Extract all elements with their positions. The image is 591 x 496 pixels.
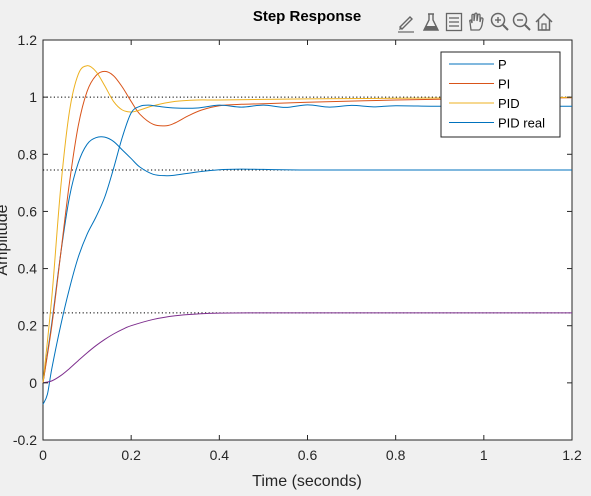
- y-tick-label: 0: [29, 375, 37, 391]
- legend-entry-label: P: [498, 57, 507, 72]
- x-tick-label: 1: [480, 447, 488, 463]
- series-line-unnamed-4: [42, 312, 572, 384]
- y-tick-label: 1: [29, 89, 37, 105]
- chart-title: Step Response: [253, 8, 361, 25]
- y-tick-label: 0.8: [18, 146, 38, 162]
- legend-icon[interactable]: [445, 12, 463, 32]
- zoom-out-icon[interactable]: [512, 12, 531, 31]
- zoom-in-icon[interactable]: [490, 12, 509, 31]
- y-tick-label: -0.2: [13, 432, 37, 448]
- x-tick-label: 0.2: [121, 447, 141, 463]
- series-line-p: [42, 136, 572, 383]
- series-line-pid-real: [42, 104, 573, 405]
- flask-icon[interactable]: [422, 13, 440, 31]
- legend[interactable]: P PI PID PID real: [440, 51, 561, 138]
- legend-entry-label: PID real: [498, 116, 545, 131]
- home-icon[interactable]: [535, 12, 553, 31]
- x-tick-label: 0.8: [386, 447, 406, 463]
- y-tick-label: 0.4: [18, 261, 38, 277]
- y-tick-label: 0.2: [18, 318, 38, 334]
- x-tick-label: 0: [39, 447, 47, 463]
- series-lines: [42, 65, 573, 405]
- x-axis-label: Time (seconds): [252, 473, 362, 490]
- series-line-pi: [42, 70, 573, 383]
- brush-icon[interactable]: [398, 16, 414, 33]
- axis-ticks: 0 0.2 0.4 0.6 0.8 1 1.2-0.200.20.40.60.811.2: [13, 32, 582, 463]
- x-tick-label: 1.2: [562, 447, 582, 463]
- toolbar: [398, 12, 553, 33]
- y-tick-label: 1.2: [18, 32, 38, 48]
- legend-entry-label: PI: [498, 77, 510, 92]
- x-tick-label: 0.6: [298, 447, 318, 463]
- legend-entry-label: PID: [498, 96, 520, 111]
- y-axis-label: Amplitude: [0, 204, 11, 275]
- y-tick-label: 0.6: [18, 203, 38, 219]
- x-tick-label: 0.4: [210, 447, 230, 463]
- pan-hand-icon[interactable]: [469, 12, 484, 31]
